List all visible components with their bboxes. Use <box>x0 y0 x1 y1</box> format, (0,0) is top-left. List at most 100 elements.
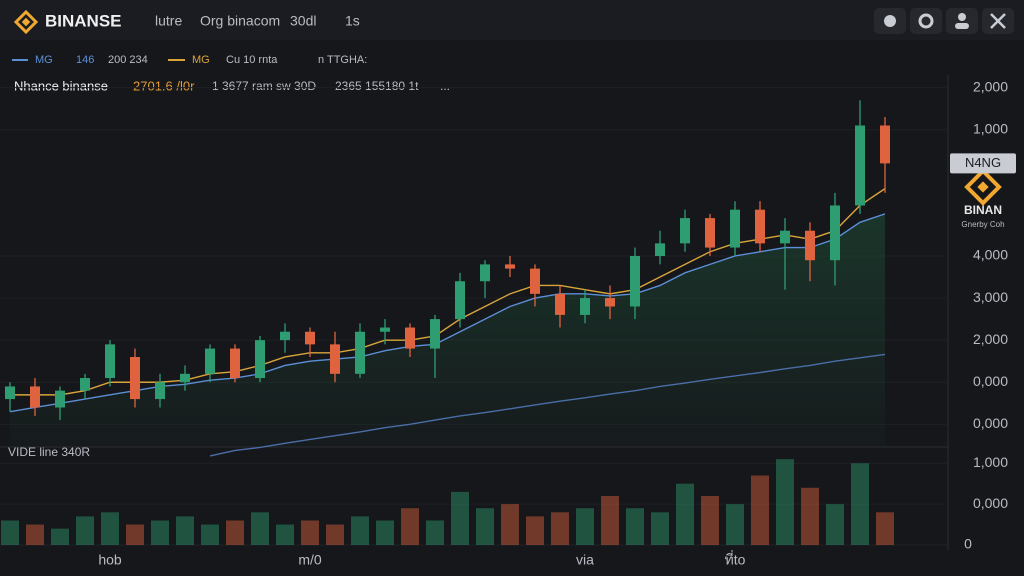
ma-line <box>209 353 886 457</box>
candle-body <box>105 344 115 379</box>
volume-bar <box>276 524 294 545</box>
candle-body <box>255 340 265 379</box>
y-tick-label: 0 <box>964 536 972 552</box>
volume-bar <box>726 504 744 545</box>
volume-bar <box>851 463 869 545</box>
volume-bar <box>76 516 94 545</box>
candle-body <box>130 356 140 400</box>
price-badge <box>950 153 1016 174</box>
candle-body <box>705 218 715 248</box>
volume-bar <box>176 516 194 545</box>
volume-bar <box>501 504 519 545</box>
volume-bar <box>801 487 819 545</box>
candle-body <box>755 209 765 244</box>
candle-body <box>480 264 490 282</box>
toolbar <box>874 8 1014 34</box>
volume-bar <box>251 512 269 545</box>
legend-value: 146 <box>76 54 94 66</box>
volume-bar <box>476 508 494 545</box>
price-badge-label: N4NG <box>965 155 1001 170</box>
volume-bar <box>551 512 569 545</box>
icon <box>990 13 1006 29</box>
candle-body <box>555 293 565 315</box>
candle-body <box>380 327 390 332</box>
icon <box>958 13 966 21</box>
candle-body <box>355 331 365 374</box>
volume-bar <box>676 483 694 545</box>
candle-body <box>505 264 515 269</box>
candle-body <box>680 218 690 244</box>
candle-body <box>330 344 340 374</box>
plot: 2,000 1,000 4,000 3,000 2,000 0,000 0,000 1,000… <box>0 78 1008 568</box>
legend-label: MG <box>192 54 210 66</box>
volume-bar <box>301 520 319 545</box>
candle-body <box>855 125 865 206</box>
candle-body <box>155 382 165 400</box>
logo-name: BINAN <box>964 203 1002 217</box>
y-tick-label: 0,000 <box>973 415 1008 431</box>
icon <box>955 23 969 29</box>
y-tick-label: 1,000 <box>973 120 1008 136</box>
volume-bar <box>201 524 219 545</box>
volume-bar <box>701 495 719 545</box>
menu-item[interactable]: 1s <box>345 13 360 29</box>
y-tick-label: 0,000 <box>973 373 1008 389</box>
legend-value: 200 234 <box>108 54 148 66</box>
candle-body <box>455 281 465 320</box>
volume-bar <box>776 459 794 545</box>
x-tick-label: hob <box>98 552 122 568</box>
candle-body <box>305 331 315 345</box>
volume-bar <box>601 495 619 545</box>
volume-bar <box>351 516 369 545</box>
x-tick-label: ที่to <box>725 551 746 568</box>
volume-bar <box>1 520 19 545</box>
brand: BINANSE <box>45 11 122 30</box>
x-tick-label: m/0 <box>298 552 322 568</box>
volume-bar <box>126 524 144 545</box>
menu-item[interactable]: Org binacom <box>200 13 280 29</box>
y-tick-label: 0,000 <box>973 495 1008 511</box>
candle-body <box>655 243 665 256</box>
candle-body <box>180 373 190 383</box>
candle-body <box>405 327 415 349</box>
y-tick-label: 3,000 <box>973 289 1008 305</box>
volume-bar <box>326 524 344 545</box>
logo-icon <box>13 9 39 35</box>
volume-bar <box>876 512 894 545</box>
volume-bar <box>526 516 544 545</box>
candle-body <box>230 348 240 379</box>
candle-body <box>280 331 290 341</box>
volume-bar <box>151 520 169 545</box>
candle-body <box>55 390 65 408</box>
menu-item[interactable]: lutre <box>155 13 182 29</box>
y-tick-label: 2,000 <box>973 331 1008 347</box>
volume-bar <box>426 520 444 545</box>
y-tick-label: 1,000 <box>973 454 1008 470</box>
stats: 1 3677 ram sw 30D <box>212 79 316 93</box>
candle-body <box>205 348 215 374</box>
candle-body <box>5 386 15 400</box>
icon <box>918 13 934 29</box>
candle-body <box>80 378 90 391</box>
candle-body <box>30 386 40 408</box>
area-fill <box>10 213 885 447</box>
x-tick-label: via <box>576 552 594 568</box>
volume-bar <box>751 475 769 545</box>
logo-watermark-core <box>977 181 989 193</box>
volume-bar <box>26 524 44 545</box>
price: 2701.6 /l0r <box>133 78 195 93</box>
volume-bar <box>376 520 394 545</box>
candle-body <box>730 209 740 248</box>
volume-bar <box>576 508 594 545</box>
more[interactable]: ... <box>440 79 450 93</box>
toolbar-button[interactable] <box>910 8 942 34</box>
legend-label: n TTGHA: <box>318 54 367 66</box>
candle-body <box>580 298 590 315</box>
volume-bar <box>101 512 119 545</box>
candle-body <box>605 298 615 307</box>
menu-item[interactable]: 30dl <box>290 13 316 29</box>
candle-body <box>530 268 540 294</box>
y-tick-label: 4,000 <box>973 247 1008 263</box>
y-tick-label: 2,000 <box>973 78 1008 94</box>
volume-bar <box>451 491 469 545</box>
